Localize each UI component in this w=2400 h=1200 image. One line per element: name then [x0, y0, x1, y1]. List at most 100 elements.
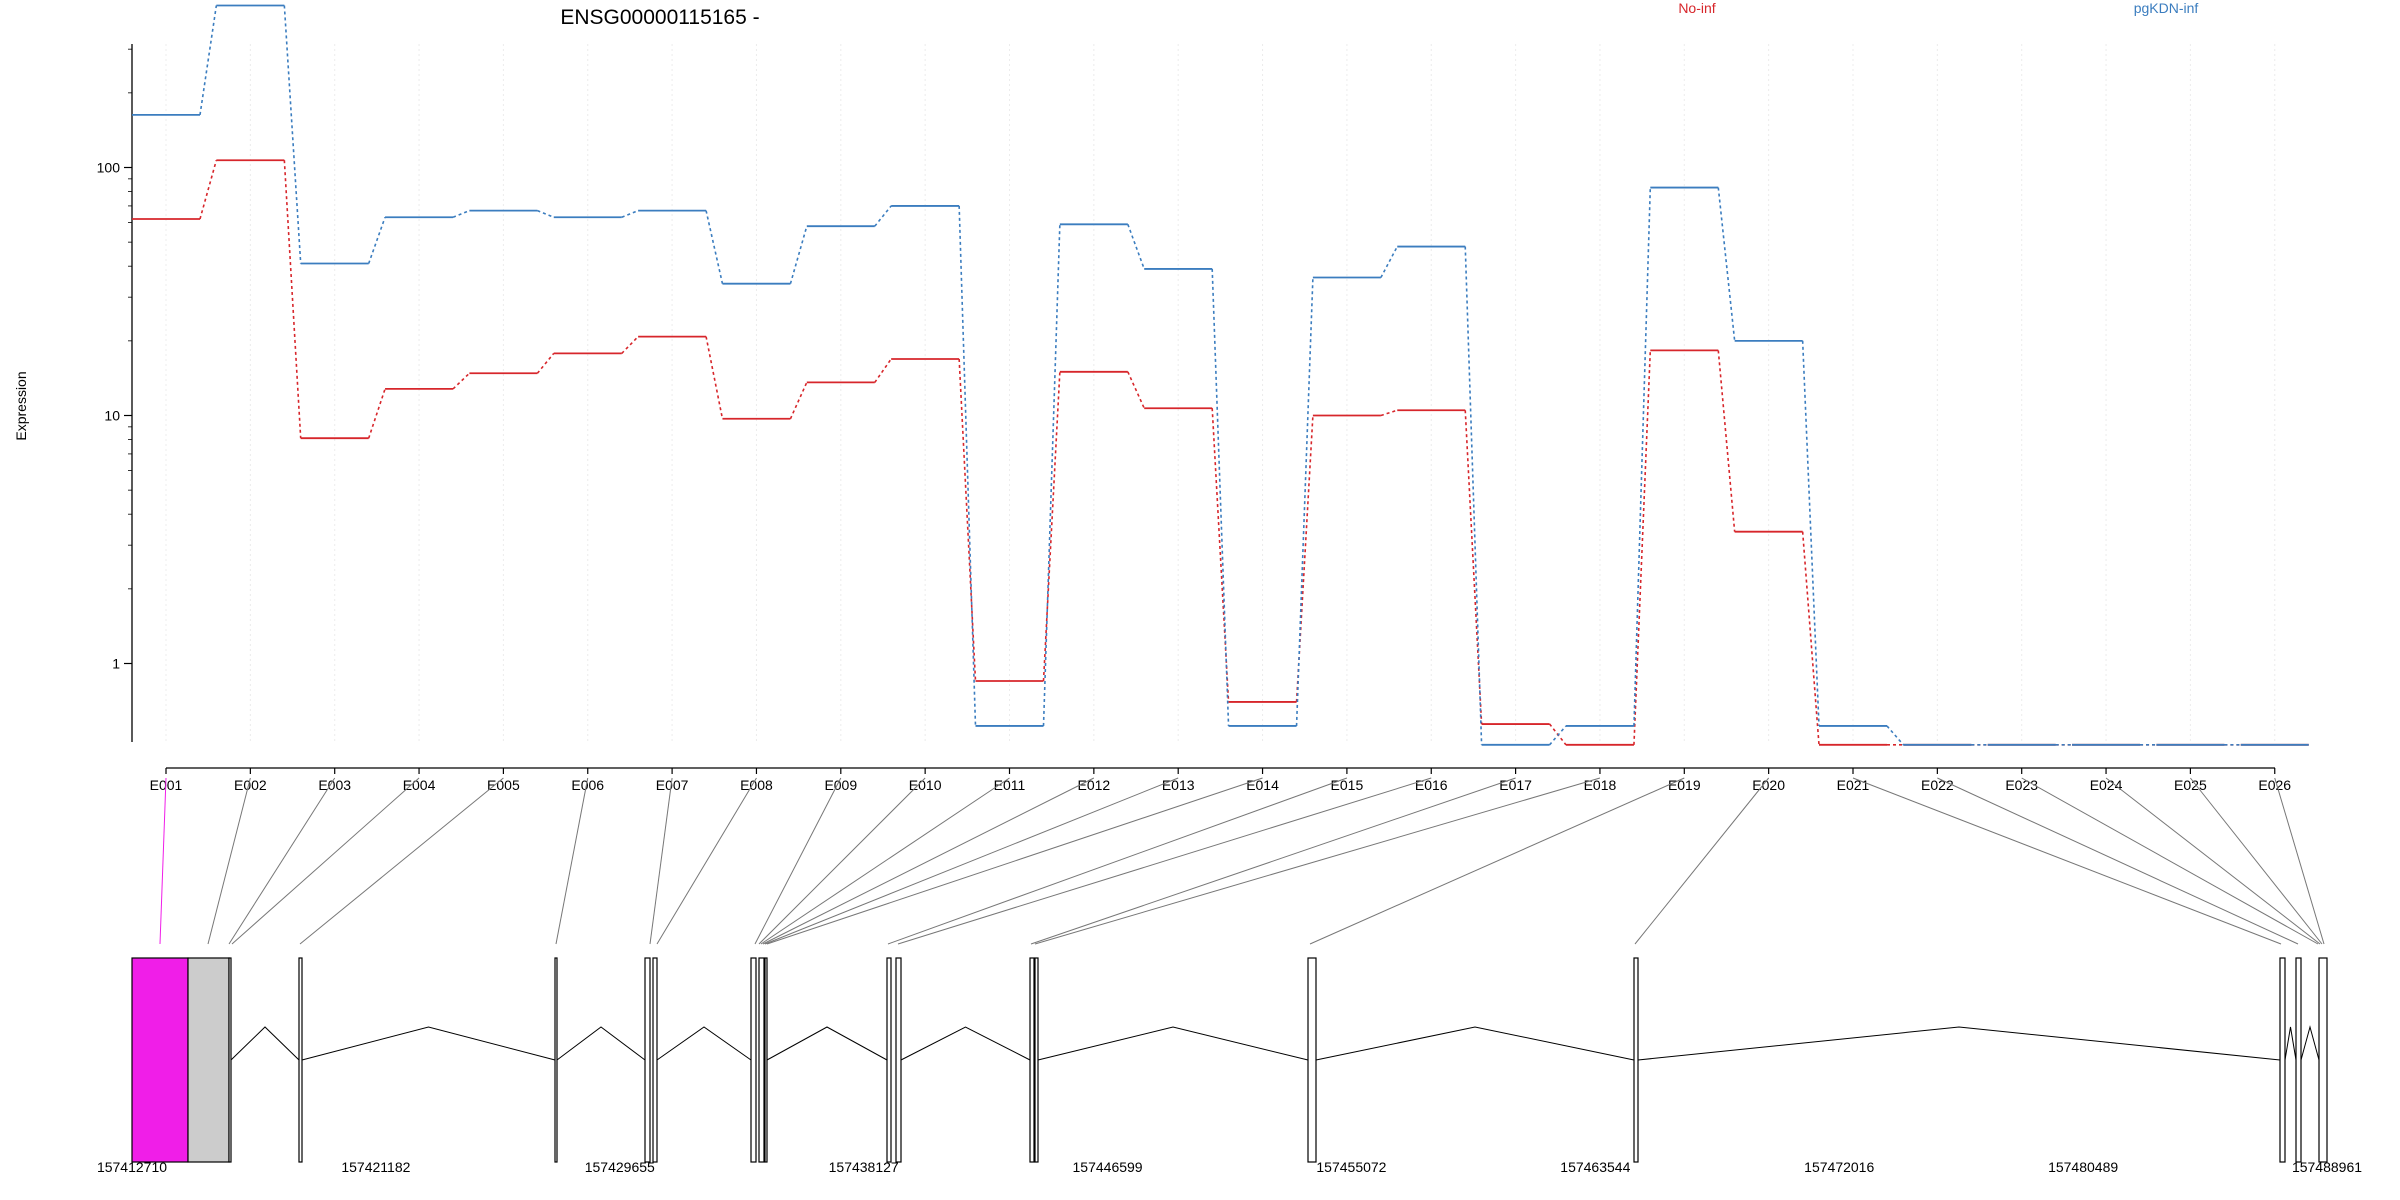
- exon-connector: [754, 777, 842, 945]
- exon-connector: [2190, 777, 2323, 945]
- series-connector: [1801, 340, 1820, 726]
- exon-block: [758, 957, 765, 1163]
- series-connector: [283, 160, 302, 439]
- exon-connector: [762, 777, 1095, 945]
- x-tick-label: E018: [1584, 777, 1617, 793]
- x-tick-label: E011: [994, 777, 1026, 793]
- y-axis-label: Expression: [13, 371, 29, 440]
- x-tick-label: E023: [2005, 777, 2038, 793]
- chart-title: ENSG00000115165 -: [560, 6, 759, 29]
- x-tick-label: E006: [571, 777, 604, 793]
- series-connector: [199, 5, 218, 115]
- exon-connector: [758, 777, 926, 945]
- exon-block: [1034, 957, 1039, 1163]
- exon-connector: [555, 777, 589, 945]
- series-line: [132, 159, 2309, 746]
- series-connector: [1633, 187, 1652, 726]
- series-connector: [1127, 371, 1145, 409]
- exon-connector: [649, 777, 673, 945]
- series-connector: [1042, 371, 1061, 682]
- series-connector: [1886, 725, 1904, 746]
- exon-connector: [231, 777, 420, 945]
- x-tick-label: E005: [487, 777, 520, 793]
- exon-block: [895, 957, 902, 1163]
- series-connector: [452, 372, 470, 390]
- series-connector: [621, 336, 639, 354]
- x-tick-label: E003: [318, 777, 351, 793]
- series-connector: [1380, 246, 1398, 278]
- exon-connector: [897, 777, 1432, 945]
- x-tick-label: E024: [2090, 777, 2123, 793]
- genomic-coordinate-labels: 157412710 157421182 157429655 157438127 1574…: [97, 1159, 2362, 1175]
- coordinate-label: 157421182: [341, 1159, 410, 1175]
- exon-block: [886, 957, 892, 1163]
- coordinate-label: 157412710: [97, 1159, 167, 1175]
- exon-connector: [766, 777, 1263, 945]
- intron-line: [2284, 1026, 2297, 1061]
- x-tick-label: E014: [1246, 777, 1279, 793]
- intron-line: [1315, 1026, 1635, 1061]
- x-tick-label: E015: [1331, 777, 1364, 793]
- exon-block: [644, 957, 651, 1163]
- x-tick-label: E010: [909, 777, 942, 793]
- series-connector: [621, 209, 639, 219]
- series-connector: [1380, 409, 1398, 417]
- series-line: [132, 4, 2309, 746]
- exon-connector: [1937, 777, 2299, 945]
- exon-blocks: [131, 957, 2328, 1163]
- y-tick-label: 10: [104, 408, 120, 424]
- x-tick-label: E013: [1162, 777, 1195, 793]
- exon-connector: [1634, 777, 1770, 945]
- intron-line: [766, 1026, 888, 1061]
- x-tick-label: E004: [403, 777, 436, 793]
- coordinate-label: 157488961: [2292, 1159, 2362, 1175]
- series-connector: [1464, 410, 1483, 725]
- intron-line: [656, 1026, 752, 1061]
- legend-label-no-inf: No-inf: [1678, 0, 1715, 16]
- series-connector: [958, 205, 977, 726]
- x-tick-label: E016: [1415, 777, 1448, 793]
- x-tick-label: E020: [1752, 777, 1785, 793]
- exon-connector: [2274, 777, 2325, 945]
- coordinate-label: 157480489: [2048, 1159, 2118, 1175]
- x-tick-label: E022: [1921, 777, 1954, 793]
- intron-line: [900, 1026, 1031, 1061]
- exon-connector: [228, 777, 336, 945]
- series-connector: [1211, 408, 1230, 702]
- series-connector: [789, 382, 808, 420]
- exon-block: [652, 957, 658, 1163]
- series-connector: [452, 209, 470, 219]
- exon-block: [554, 957, 558, 1163]
- series-connector: [1127, 224, 1145, 270]
- intron-line: [2300, 1025, 2320, 1061]
- series-connector: [1633, 350, 1652, 745]
- x-tick-label: E025: [2174, 777, 2207, 793]
- exon-connector: [2105, 777, 2321, 945]
- exon-block: [228, 957, 232, 1163]
- series-connector: [199, 159, 218, 220]
- series-connector: [367, 216, 386, 264]
- intron-line: [556, 1026, 646, 1061]
- coordinate-label: 157429655: [585, 1159, 655, 1175]
- coordinate-label: 157455072: [1316, 1159, 1386, 1175]
- series-connector: [1801, 531, 1820, 745]
- legend-label-pgkdn-inf: pgKDN-inf: [2134, 0, 2199, 16]
- series-connector: [1717, 350, 1736, 532]
- exon-connector: [1030, 777, 1516, 945]
- series-connector: [367, 388, 386, 439]
- x-tick-label: E009: [824, 777, 857, 793]
- exon-connector: [159, 777, 167, 945]
- x-tick-label: E008: [740, 777, 773, 793]
- series-connector: [874, 358, 892, 383]
- exon-connector: [764, 777, 1179, 945]
- exon-connector-lines: [159, 777, 2325, 945]
- coordinate-label: 157438127: [829, 1159, 899, 1175]
- series-connector: [1295, 277, 1314, 726]
- exon-connector: [760, 777, 1010, 945]
- x-tick-label: E012: [1077, 777, 1110, 793]
- series-lines: [132, 4, 2309, 746]
- exon-block: [187, 957, 230, 1163]
- grid-lines: [165, 44, 2276, 742]
- series-connector: [1042, 224, 1061, 726]
- exon-block: [1029, 957, 1035, 1163]
